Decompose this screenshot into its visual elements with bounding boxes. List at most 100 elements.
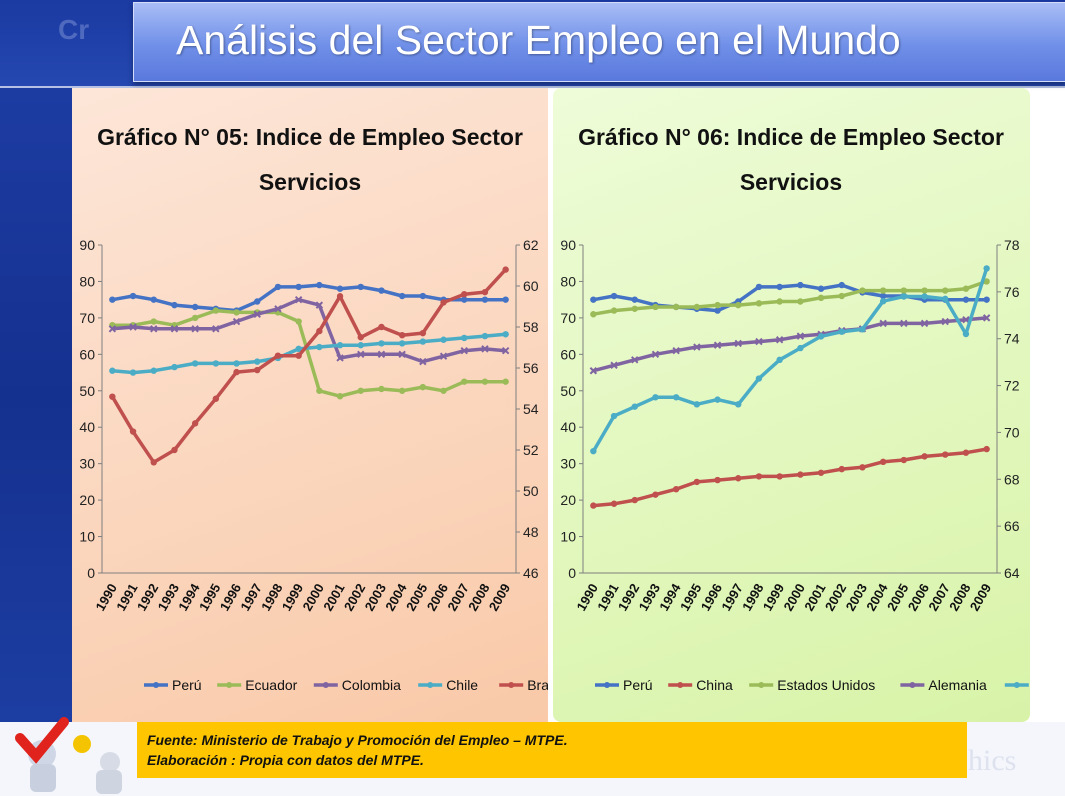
legend-marker — [604, 682, 610, 688]
data-point — [900, 293, 908, 300]
data-point — [859, 464, 866, 471]
chart-06: Gráfico N° 06: Indice de Empleo Sector Se… — [560, 124, 1029, 693]
data-point — [942, 451, 949, 458]
chart-title-line-1: Gráfico N° 05: Indice de Empleo Sector — [97, 124, 523, 150]
logo-watermark: Cr — [58, 14, 89, 46]
x-tick-label: 2009 — [486, 581, 513, 614]
y-tick-label-left: 0 — [568, 565, 576, 581]
data-point — [776, 473, 783, 480]
data-point — [838, 292, 845, 300]
data-point — [920, 319, 929, 328]
data-point — [900, 287, 908, 294]
watermark-text: hics — [968, 744, 1017, 777]
series-line-alemania — [592, 316, 987, 373]
data-point — [378, 385, 385, 393]
data-point — [631, 305, 638, 312]
data-point — [672, 485, 680, 493]
y-tick-label-left: 40 — [79, 419, 95, 435]
data-point — [357, 334, 364, 341]
data-point — [233, 360, 240, 367]
data-point — [129, 369, 137, 376]
data-point — [481, 296, 489, 303]
series-line-ecuador — [112, 308, 506, 398]
title-bar: Análisis del Sector Empleo en el Mundo — [133, 2, 1065, 82]
data-point — [631, 356, 639, 364]
data-point — [419, 292, 427, 300]
data-point — [419, 338, 427, 345]
data-point — [983, 265, 990, 272]
data-point — [838, 328, 845, 335]
data-point — [962, 285, 970, 292]
data-point — [253, 310, 261, 318]
y-tick-label-left: 50 — [560, 383, 576, 399]
y-tick-label-right: 76 — [1004, 284, 1020, 300]
data-point — [378, 340, 385, 347]
data-point — [879, 287, 887, 294]
data-point — [336, 293, 344, 300]
data-point — [735, 301, 742, 309]
y-tick-label-left: 20 — [79, 492, 95, 508]
data-point — [797, 344, 804, 352]
data-point — [315, 301, 324, 309]
data-point — [962, 449, 970, 456]
legend-label: Colombia — [342, 677, 401, 693]
data-point — [693, 303, 701, 311]
data-point — [755, 283, 763, 291]
data-point — [461, 291, 468, 298]
data-point — [419, 383, 427, 391]
data-point — [357, 342, 364, 349]
data-point — [336, 342, 344, 349]
data-point — [171, 446, 178, 454]
series-line-colombia — [112, 297, 506, 364]
data-point — [357, 387, 364, 394]
data-point — [212, 360, 220, 367]
data-point — [191, 360, 199, 367]
data-point — [590, 502, 597, 509]
legend-marker — [1013, 682, 1020, 688]
data-point — [439, 352, 448, 360]
data-point — [440, 336, 447, 343]
y-tick-label-left: 80 — [79, 273, 95, 289]
credit-text: Elaboración : Propia con datos del MTPE. — [147, 752, 424, 768]
y-tick-label-left: 60 — [79, 346, 95, 362]
data-point — [233, 309, 240, 316]
y-tick-label-right: 70 — [1004, 424, 1020, 440]
data-point — [651, 350, 660, 359]
data-point — [590, 447, 597, 455]
legend-marker — [758, 682, 765, 688]
chart-panel-06: Gráfico N° 06: Indice de Empleo Sector Se… — [553, 88, 1030, 722]
data-point — [150, 367, 157, 374]
data-point — [481, 378, 489, 385]
data-point — [254, 298, 261, 305]
data-point — [212, 307, 220, 314]
data-point — [357, 350, 365, 359]
series-line-brasil — [110, 268, 507, 465]
data-point — [191, 420, 199, 427]
y-tick-label-left: 70 — [560, 310, 576, 326]
data-point — [590, 296, 597, 303]
data-point — [942, 287, 949, 294]
series-line-estados-unidos — [593, 279, 988, 316]
y-tick-label-left: 80 — [560, 273, 576, 289]
legend-label: Perú — [623, 677, 653, 693]
data-point — [254, 358, 261, 365]
data-point — [129, 323, 137, 331]
data-point — [652, 303, 659, 311]
chart-title-line-2: Servicios — [740, 169, 842, 195]
data-point — [652, 491, 659, 498]
legend-label: Estados Unidos — [777, 677, 875, 693]
data-point — [150, 325, 158, 333]
y-tick-label-left: 10 — [560, 529, 576, 545]
data-point — [921, 287, 928, 294]
data-point — [440, 299, 447, 306]
series-line-chile — [112, 332, 506, 375]
data-point — [921, 453, 928, 460]
y-tick-label-left: 10 — [79, 529, 95, 545]
series-line-china — [593, 447, 987, 508]
y-tick-label-left: 60 — [560, 346, 576, 362]
data-point — [983, 445, 990, 453]
data-point — [129, 292, 137, 300]
data-point — [797, 298, 804, 305]
divider-line — [0, 86, 1065, 88]
y-tick-label-right: 50 — [523, 483, 539, 499]
